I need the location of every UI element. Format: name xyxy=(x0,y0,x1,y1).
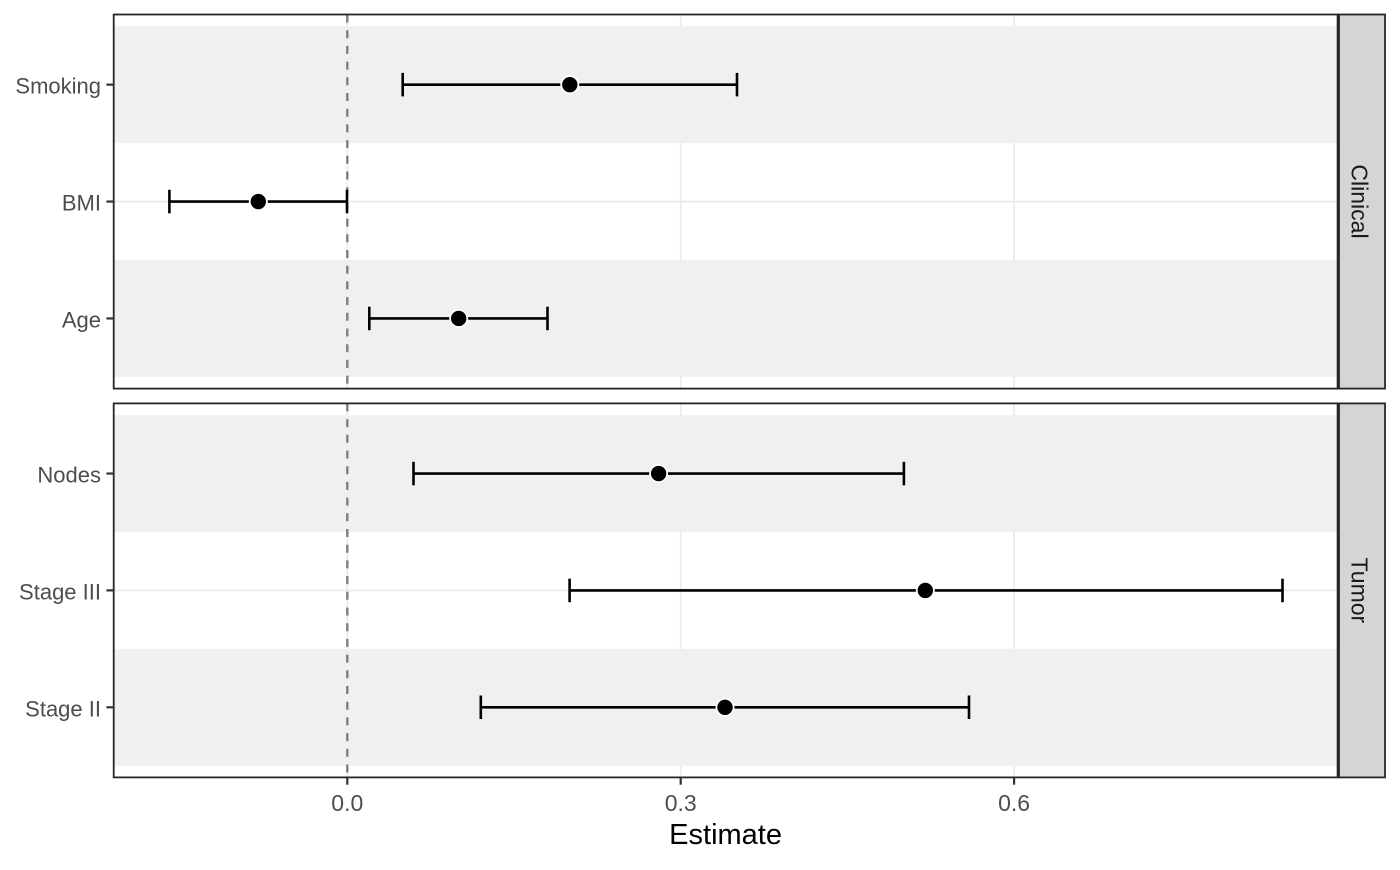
svg-text:Estimate: Estimate xyxy=(669,819,782,851)
svg-text:Smoking: Smoking xyxy=(15,74,101,99)
svg-text:0.6: 0.6 xyxy=(998,790,1030,816)
svg-text:Tumor: Tumor xyxy=(1347,558,1373,624)
svg-text:0.3: 0.3 xyxy=(665,790,697,816)
svg-text:Stage II: Stage II xyxy=(25,696,101,721)
svg-text:BMI: BMI xyxy=(62,191,101,216)
svg-text:Age: Age xyxy=(62,308,101,333)
svg-text:Clinical: Clinical xyxy=(1347,164,1373,238)
svg-text:0.0: 0.0 xyxy=(331,790,363,816)
svg-text:Nodes: Nodes xyxy=(37,463,101,488)
svg-text:Stage III: Stage III xyxy=(19,580,101,605)
